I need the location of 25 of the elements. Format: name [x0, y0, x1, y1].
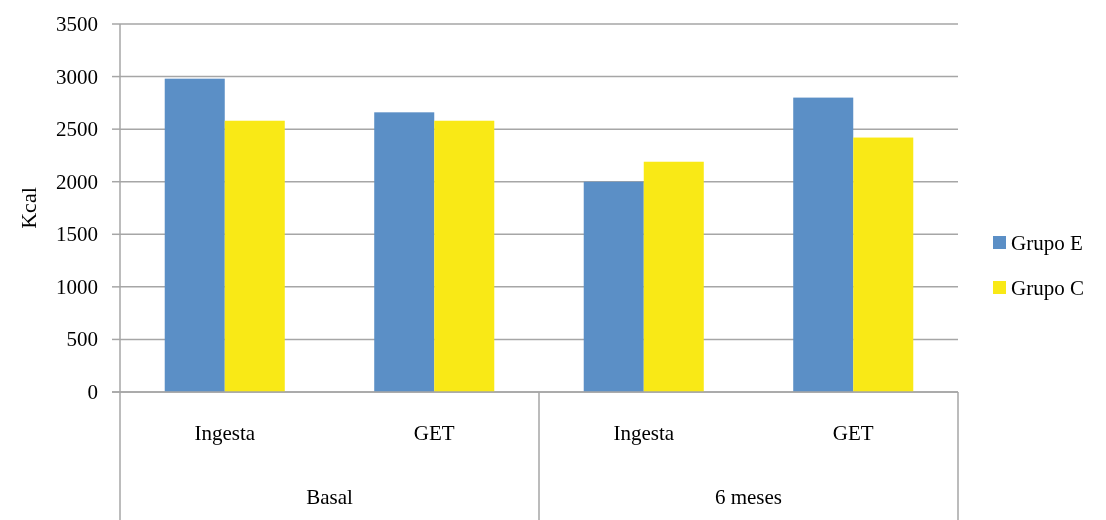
- y-axis-title: Kcal: [15, 187, 41, 229]
- legend-label: Grupo C: [1011, 276, 1084, 300]
- x-tick-label: GET: [413, 421, 455, 445]
- y-tick-label: 2500: [56, 117, 98, 142]
- bar: [583, 181, 644, 392]
- y-tick-label: 0: [87, 380, 98, 404]
- bar: [434, 120, 495, 392]
- y-tick-label: 3500: [56, 12, 98, 36]
- legend-label: Grupo E: [1011, 231, 1083, 255]
- bar: [793, 97, 854, 392]
- bar: [374, 112, 435, 392]
- text: Basal: [306, 485, 353, 509]
- bar: [224, 120, 285, 392]
- y-tick-label: 1500: [56, 222, 98, 247]
- x-tick-label: Ingesta: [194, 421, 256, 445]
- bar: [164, 78, 225, 392]
- text: 6 meses: [714, 485, 783, 509]
- x-tick-label: GET: [832, 421, 874, 445]
- bar: [643, 161, 704, 392]
- bar: [853, 137, 914, 392]
- y-tick-label: 3000: [56, 64, 98, 89]
- x-tick-label: Ingesta: [613, 421, 675, 445]
- y-tick-label: 2000: [56, 169, 98, 194]
- y-tick-label: 500: [66, 327, 98, 352]
- y-tick-label: 1000: [56, 274, 98, 299]
